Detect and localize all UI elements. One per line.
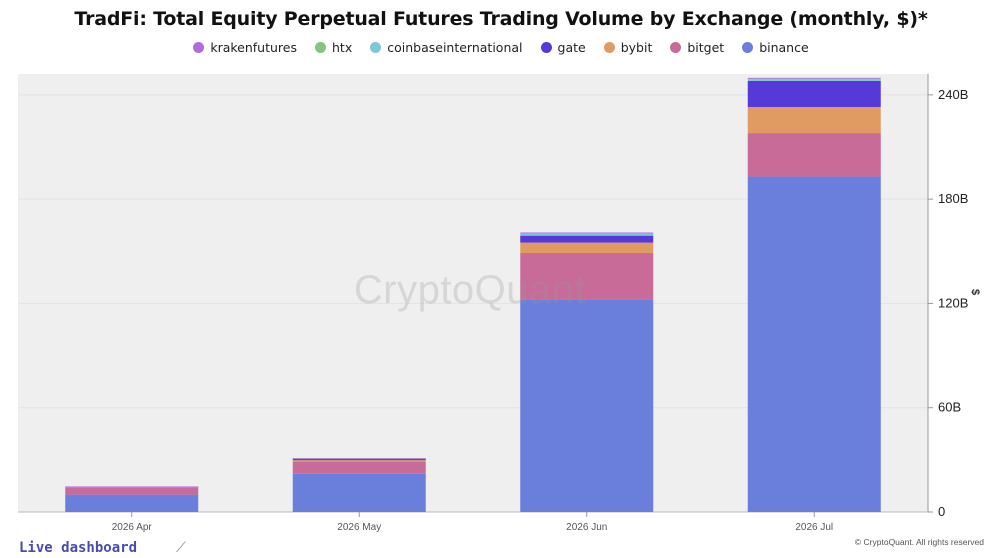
legend-swatch bbox=[670, 42, 682, 53]
bar-binance bbox=[520, 299, 654, 512]
y-tick-label: 180B bbox=[938, 191, 968, 206]
legend-swatch bbox=[742, 42, 754, 53]
y-tick-label: 0 bbox=[938, 504, 945, 519]
bar-binance bbox=[292, 473, 426, 512]
bar-gate bbox=[747, 80, 881, 108]
legend-label: binance bbox=[759, 40, 809, 55]
bar-bitget bbox=[292, 461, 426, 474]
bar-krakenfutures bbox=[65, 486, 199, 488]
bar-krakenfutures bbox=[747, 77, 881, 79]
bar-coinbaseinternational bbox=[520, 233, 654, 236]
bar-bybit bbox=[65, 487, 199, 488]
legend-item-krakenfutures[interactable]: krakenfutures bbox=[193, 40, 297, 55]
legend-item-bitget[interactable]: bitget bbox=[670, 40, 724, 55]
x-tick-label: 2026 Apr bbox=[112, 522, 153, 533]
legend-item-bybit[interactable]: bybit bbox=[603, 40, 653, 55]
legend-item-binance[interactable]: binance bbox=[742, 40, 809, 55]
bar-krakenfutures bbox=[292, 458, 426, 459]
legend: krakenfutures htx coinbaseinternational gat… bbox=[0, 40, 1002, 55]
x-tick-label: 2026 May bbox=[337, 522, 381, 533]
bar-bitget bbox=[747, 133, 881, 177]
legend-swatch bbox=[193, 42, 205, 53]
bar-krakenfutures bbox=[520, 232, 654, 234]
bar-coinbaseinternational bbox=[747, 79, 881, 81]
bar-bitget bbox=[65, 487, 199, 495]
y-tick-label: 60B bbox=[938, 400, 961, 415]
legend-label: gate bbox=[557, 40, 586, 55]
bar-htx bbox=[747, 78, 881, 80]
live-dashboard-link[interactable]: Live dashboard bbox=[19, 540, 138, 556]
bar-bybit bbox=[520, 242, 654, 254]
legend-swatch bbox=[370, 42, 382, 53]
y-axis-unit-label: $ bbox=[969, 288, 982, 296]
chart-title: TradFi: Total Equity Perpetual Futures T… bbox=[74, 8, 928, 30]
legend-label: bybit bbox=[620, 40, 653, 55]
legend-item-htx[interactable]: htx bbox=[315, 40, 352, 55]
bar-bitget bbox=[520, 253, 654, 300]
bar-bybit bbox=[747, 107, 881, 134]
bar-binance bbox=[747, 176, 881, 513]
copyright-text: © CryptoQuant. All rights reserved bbox=[854, 537, 984, 547]
x-tick-label: 2026 Jul bbox=[795, 522, 833, 533]
x-tick-label: 2026 Jun bbox=[566, 522, 607, 533]
y-tick-label: 240B bbox=[938, 87, 968, 102]
legend-item-coinbaseinternational[interactable]: coinbaseinternational bbox=[370, 40, 523, 55]
legend-swatch bbox=[603, 42, 615, 53]
legend-swatch bbox=[540, 42, 552, 53]
arrow-up-right-icon: ⟋ bbox=[176, 540, 186, 556]
legend-swatch bbox=[315, 42, 326, 53]
legend-label: coinbaseinternational bbox=[387, 40, 523, 55]
legend-label: htx bbox=[332, 40, 353, 55]
bar-htx bbox=[520, 233, 654, 234]
bar-gate bbox=[520, 235, 654, 243]
legend-label: krakenfutures bbox=[210, 40, 297, 55]
legend-label: bitget bbox=[687, 40, 725, 55]
bar-gate bbox=[292, 458, 426, 461]
bar-bybit bbox=[292, 460, 426, 462]
y-tick-label: 120B bbox=[938, 295, 968, 310]
legend-item-gate[interactable]: gate bbox=[540, 40, 586, 55]
bar-binance bbox=[65, 494, 199, 512]
